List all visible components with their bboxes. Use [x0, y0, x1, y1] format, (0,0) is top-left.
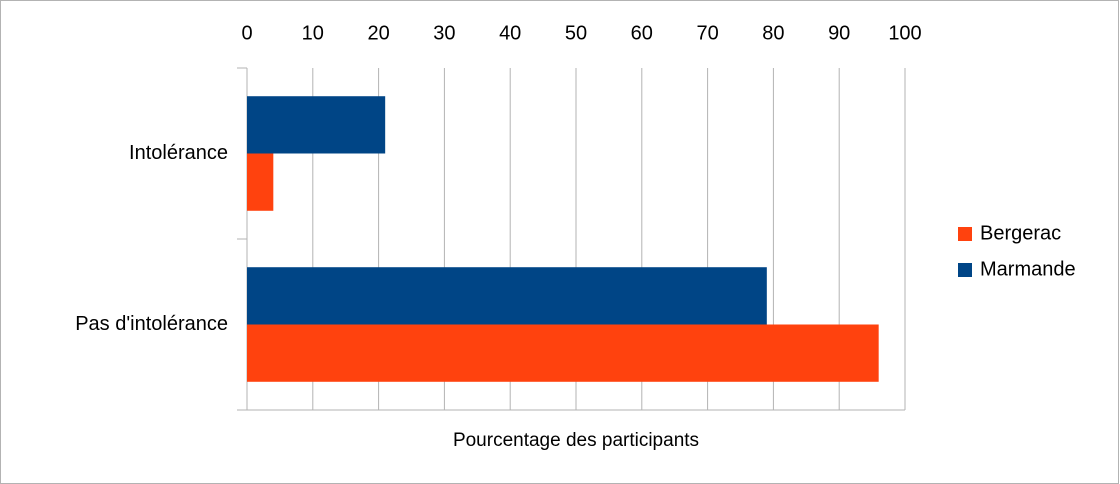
x-tick-label: 10	[302, 22, 324, 44]
x-tick-label: 90	[828, 22, 850, 44]
x-tick-label: 40	[499, 22, 521, 44]
bar	[247, 153, 274, 211]
y-tick-label: Intolérance	[129, 142, 228, 164]
x-tick-label: 30	[433, 22, 455, 44]
x-tick-label: 80	[762, 22, 784, 44]
x-tick-label: 20	[367, 22, 389, 44]
bar	[247, 324, 879, 382]
x-tick-label: 50	[565, 22, 587, 44]
legend-label: Marmande	[980, 258, 1076, 280]
bar	[247, 96, 386, 154]
bar	[247, 267, 767, 325]
y-tick-label: Pas d'intolérance	[75, 313, 228, 335]
x-axis-label: Pourcentage des participants	[453, 430, 699, 451]
x-tick-label: 60	[631, 22, 653, 44]
legend-swatch	[958, 227, 972, 241]
x-tick-label: 100	[888, 22, 921, 44]
x-tick-label: 0	[241, 22, 252, 44]
legend-label: Bergerac	[980, 222, 1061, 244]
legend-swatch	[958, 263, 972, 277]
x-tick-label: 70	[696, 22, 718, 44]
